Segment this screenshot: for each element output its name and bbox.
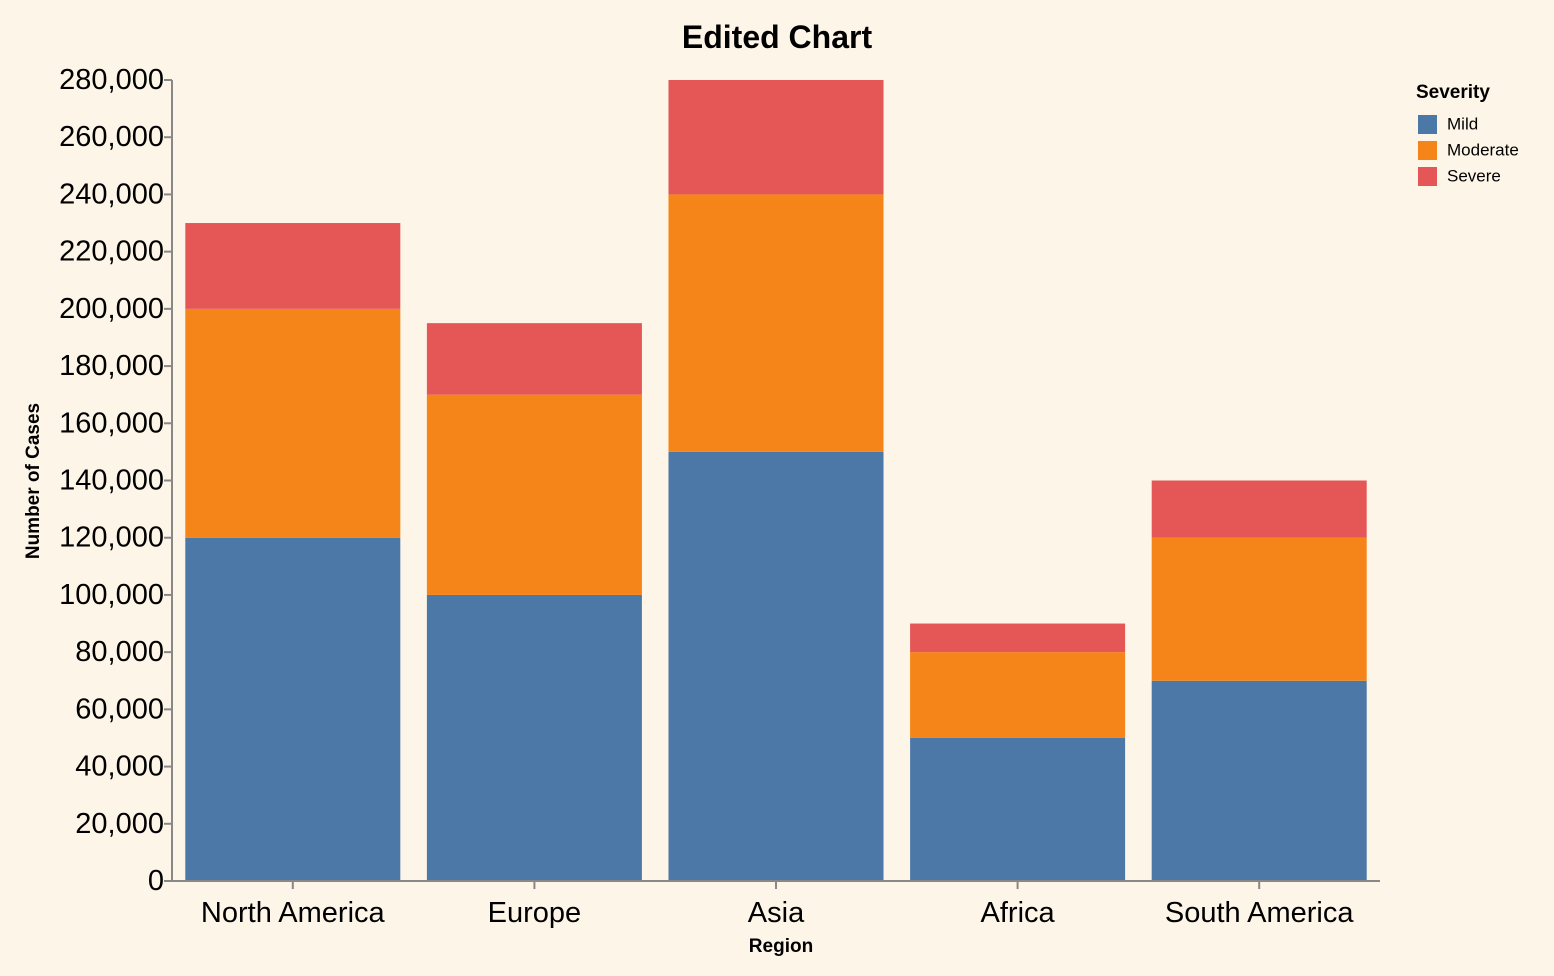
bar-moderate-africa <box>910 652 1126 738</box>
bar-mild-africa <box>910 737 1126 881</box>
bar-mild-europe <box>426 594 642 881</box>
legend-swatch-moderate <box>1418 141 1437 160</box>
bar-moderate-north-america <box>185 308 401 538</box>
x-tick-label: South America <box>1165 897 1354 929</box>
bar-severe-africa <box>910 623 1126 653</box>
legend-swatch-mild <box>1418 115 1437 134</box>
bar-moderate-europe <box>426 394 642 595</box>
bar-severe-asia <box>668 80 884 195</box>
legend: Severity Mild Moderate Severe <box>1416 82 1519 186</box>
x-axis-title: Region <box>749 936 813 957</box>
y-axis-title: Number of Cases <box>23 403 44 559</box>
y-axis: 0 20,000 40,000 60,000 80,000 100,000 120,000 1… <box>59 64 173 897</box>
y-tick-label: 80,000 <box>75 636 164 668</box>
bar-severe-north-america <box>185 223 401 309</box>
bars-group <box>185 80 1367 881</box>
y-tick-label: 220,000 <box>59 236 164 268</box>
legend-label-moderate: Moderate <box>1447 141 1519 160</box>
y-tick-label: 0 <box>148 865 164 897</box>
y-tick-label: 160,000 <box>59 407 164 439</box>
y-tick-label: 60,000 <box>75 693 164 725</box>
y-tick-label: 240,000 <box>59 178 164 210</box>
bar-moderate-south-america <box>1151 537 1367 681</box>
y-tick-label: 140,000 <box>59 465 164 497</box>
bar-moderate-asia <box>668 194 884 452</box>
bar-mild-north-america <box>185 537 401 881</box>
y-tick-label: 280,000 <box>59 64 164 96</box>
bar-severe-south-america <box>1151 480 1367 538</box>
x-tick-label: North America <box>201 897 386 929</box>
chart-title: Edited Chart <box>682 19 873 55</box>
x-tick-label: Asia <box>748 897 805 929</box>
y-tick-label: 200,000 <box>59 293 164 325</box>
y-tick-label: 120,000 <box>59 522 164 554</box>
y-tick-label: 100,000 <box>59 579 164 611</box>
bar-severe-europe <box>426 323 642 395</box>
bar-mild-south-america <box>1151 680 1367 881</box>
legend-label-severe: Severe <box>1447 167 1501 186</box>
x-axis: North America Europe Asia Africa South Ameri… <box>172 880 1380 929</box>
y-tick-label: 180,000 <box>59 350 164 382</box>
y-tick-label: 40,000 <box>75 751 164 783</box>
legend-swatch-severe <box>1418 167 1437 186</box>
x-tick-label: Africa <box>981 897 1056 929</box>
legend-label-mild: Mild <box>1447 115 1478 134</box>
bar-mild-asia <box>668 451 884 881</box>
y-tick-label: 20,000 <box>75 808 164 840</box>
y-tick-label: 260,000 <box>59 121 164 153</box>
x-tick-label: Europe <box>488 897 582 929</box>
legend-title: Severity <box>1416 82 1490 103</box>
